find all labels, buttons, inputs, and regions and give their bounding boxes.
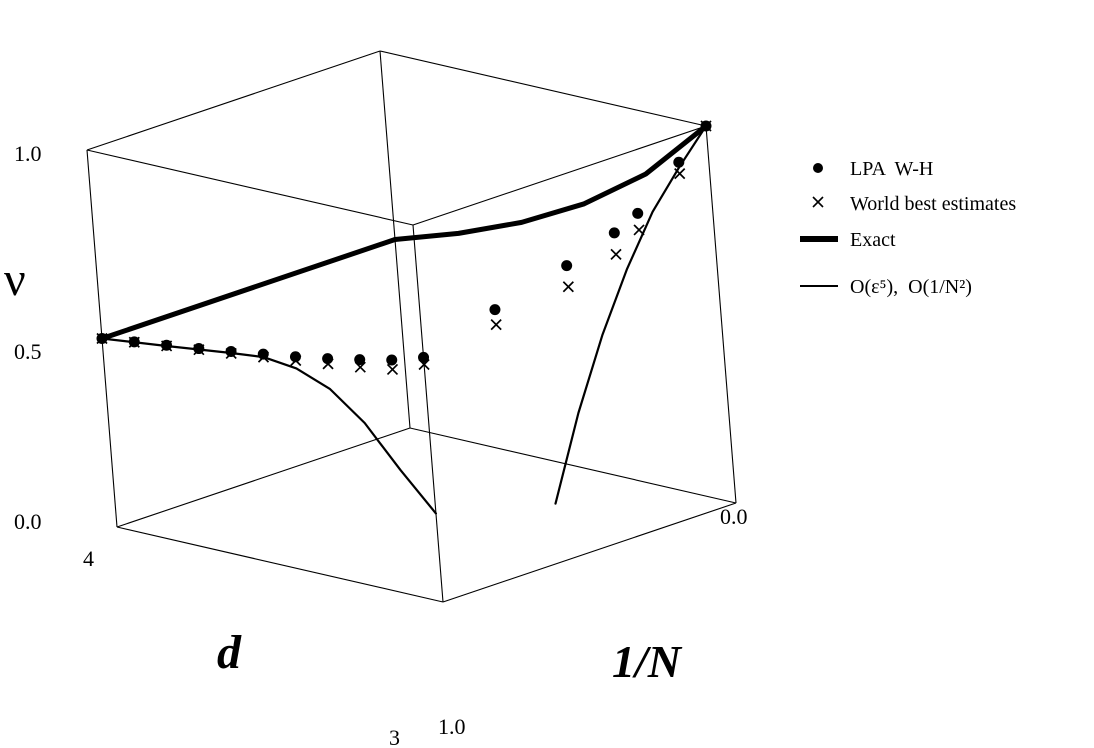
box-edge-bottom-3 xyxy=(116,427,411,528)
lpa-point-3 xyxy=(193,343,205,355)
legend-label-exact: Exact xyxy=(850,229,896,251)
lpa-point-16 xyxy=(700,120,712,132)
lpa-point-6 xyxy=(289,351,301,363)
lpa-point-2 xyxy=(161,339,173,351)
lpa-point-14 xyxy=(632,207,644,219)
lpa-point-15 xyxy=(673,156,685,168)
box-edge-bottom-2 xyxy=(409,427,737,504)
exact-curve-1 xyxy=(392,123,709,242)
invN-tick-1: 1.0 xyxy=(438,714,466,739)
lpa-point-8 xyxy=(354,354,366,366)
lpa-point-9 xyxy=(386,354,398,366)
legend: LPA W-H World best estimates Exact O(ε⁵)… xyxy=(800,158,1016,298)
nu-tick-05: 0.5 xyxy=(14,339,42,364)
world-best-point-9 xyxy=(386,363,399,376)
bounding-box xyxy=(86,50,737,603)
box-edge-top-0 xyxy=(86,149,414,226)
lpa-point-0 xyxy=(96,333,108,344)
d-tick-3: 3 xyxy=(389,725,400,748)
series-layer xyxy=(96,120,712,515)
lpa-point-13 xyxy=(608,227,620,239)
exact-curve-0 xyxy=(99,237,398,341)
nu-tick-0: 0.0 xyxy=(14,509,42,534)
box-edge-top-1 xyxy=(412,125,707,226)
expansion-curve-0 xyxy=(100,337,437,515)
box-edge-top-3 xyxy=(86,50,381,151)
box-edge-bottom-1 xyxy=(442,502,737,603)
lpa-point-12 xyxy=(561,260,573,272)
world-best-point-14 xyxy=(633,224,645,236)
lpa-point-10 xyxy=(418,351,430,363)
nu-tick-1: 1.0 xyxy=(14,141,42,166)
box-edge-bottom-0 xyxy=(116,526,444,603)
box-edge-vertical-1 xyxy=(412,224,444,603)
lpa-point-7 xyxy=(322,353,334,365)
invN-axis-label: 1/N xyxy=(612,636,683,687)
d-tick-4: 4 xyxy=(83,546,94,571)
legend-label-expansion: O(ε⁵), O(1/N²) xyxy=(850,276,972,298)
legend-cross-marker xyxy=(812,196,824,208)
box-edge-top-2 xyxy=(379,50,707,127)
invN-tick-0: 0.0 xyxy=(720,504,748,529)
box-edge-vertical-2 xyxy=(705,125,737,504)
world-best-point-11 xyxy=(490,319,502,331)
lpa-point-1 xyxy=(128,336,140,348)
world-best-point-15 xyxy=(674,167,686,180)
lpa-point-5 xyxy=(257,348,269,360)
world-best-point-13 xyxy=(610,248,622,260)
nu-axis-label: ν xyxy=(4,253,26,306)
legend-label-world-best: World best estimates xyxy=(850,193,1016,215)
d-axis-label: d xyxy=(217,626,242,679)
legend-dot-marker xyxy=(813,163,823,173)
lpa-point-4 xyxy=(225,346,237,358)
world-best-point-12 xyxy=(562,281,574,293)
legend-label-lpa: LPA W-H xyxy=(850,158,933,180)
lpa-point-11 xyxy=(489,304,501,316)
